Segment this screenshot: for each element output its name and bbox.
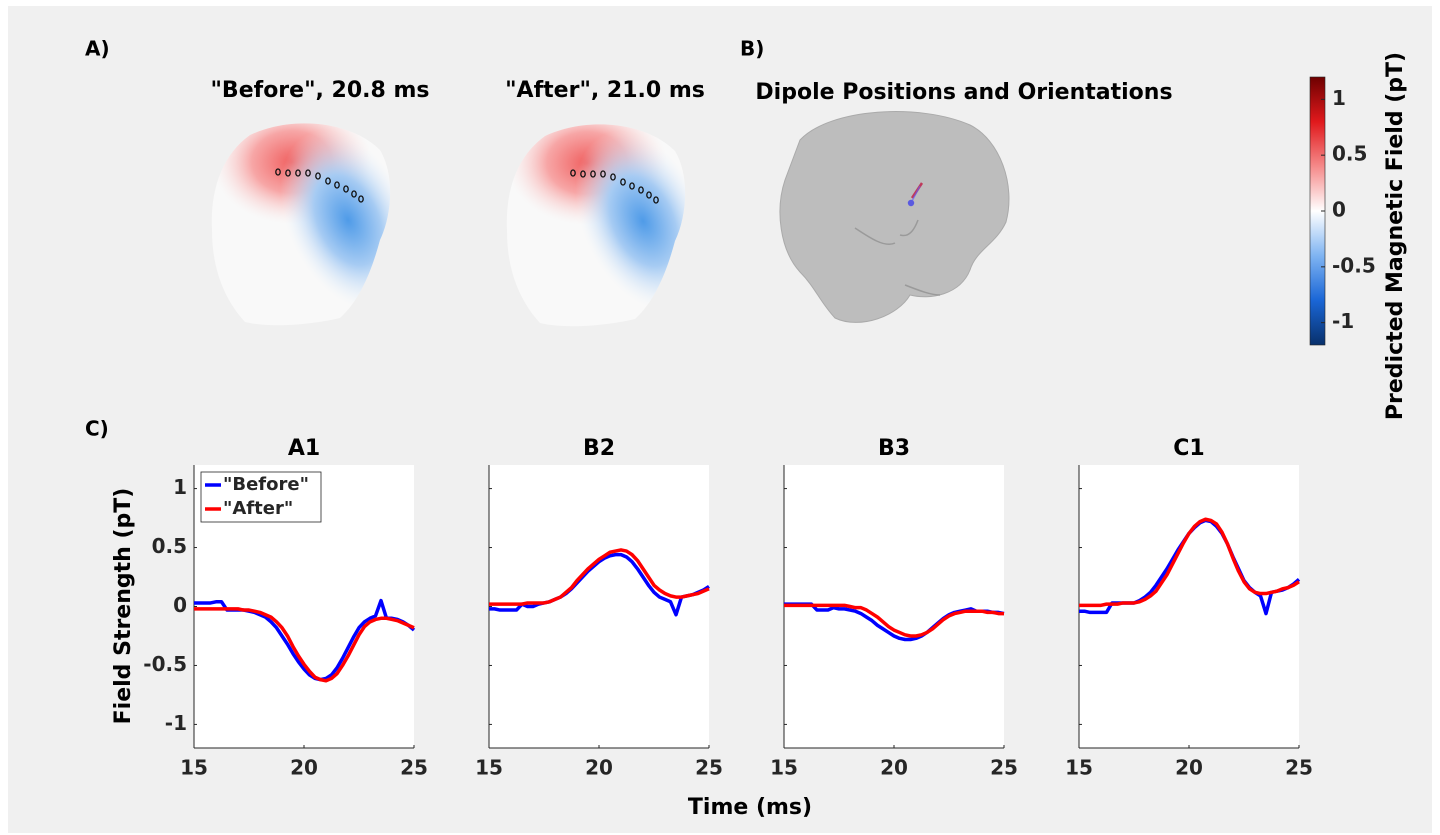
x-tick-label: 20 (585, 756, 613, 780)
panel-label: A) (85, 37, 110, 61)
y-tick-label: -1 (165, 711, 187, 735)
y-tick-label: 0 (173, 593, 187, 617)
map-title: "Before", 20.8 ms (210, 78, 429, 103)
colorbar-tick-label: 0.5 (1332, 142, 1367, 166)
x-tick-label: 25 (400, 756, 428, 780)
y-tick-label: 1 (173, 475, 187, 499)
colorbar-tick-label: -0.5 (1332, 253, 1376, 277)
x-tick-label: 20 (290, 756, 318, 780)
brain-title: Dipole Positions and Orientations (755, 80, 1172, 105)
x-tick-label: 15 (180, 756, 208, 780)
page: {"panels": { "a": {"label": "A)", "maps"… (0, 0, 1440, 835)
legend-label: "After" (223, 498, 293, 519)
x-tick-label: 25 (695, 756, 723, 780)
plot-area (1079, 465, 1299, 748)
x-tick-label: 25 (990, 756, 1018, 780)
legend-label: "Before" (223, 474, 309, 495)
dipole-position (908, 200, 914, 206)
x-tick-label: 15 (1065, 756, 1093, 780)
panel-label: B) (740, 37, 764, 61)
y-axis-label: Field Strength (pT) (111, 488, 136, 725)
map-title: "After", 21.0 ms (505, 78, 705, 103)
x-tick-label: 15 (770, 756, 798, 780)
colorbar-tick-label: -1 (1332, 309, 1354, 333)
y-tick-label: 0.5 (152, 534, 187, 558)
colorbar-label: Predicted Magnetic Field (pT) (1383, 52, 1408, 420)
chart-title: B2 (583, 436, 615, 461)
chart-title: C1 (1173, 436, 1204, 461)
x-tick-label: 15 (475, 756, 503, 780)
colorbar-tick-label: 1 (1332, 86, 1346, 110)
panel-label: C) (85, 417, 109, 441)
chart-title: A1 (288, 436, 320, 461)
figure: A) B) C) "Before", 20.8 ms "After", 21.0… (0, 0, 1440, 835)
chart-title: B3 (878, 436, 910, 461)
y-tick-label: -0.5 (143, 652, 187, 676)
colorbar-tick-label: 0 (1332, 198, 1346, 222)
x-tick-label: 20 (1175, 756, 1203, 780)
x-tick-label: 25 (1285, 756, 1313, 780)
x-axis-label: Time (ms) (688, 795, 812, 820)
x-tick-label: 20 (880, 756, 908, 780)
